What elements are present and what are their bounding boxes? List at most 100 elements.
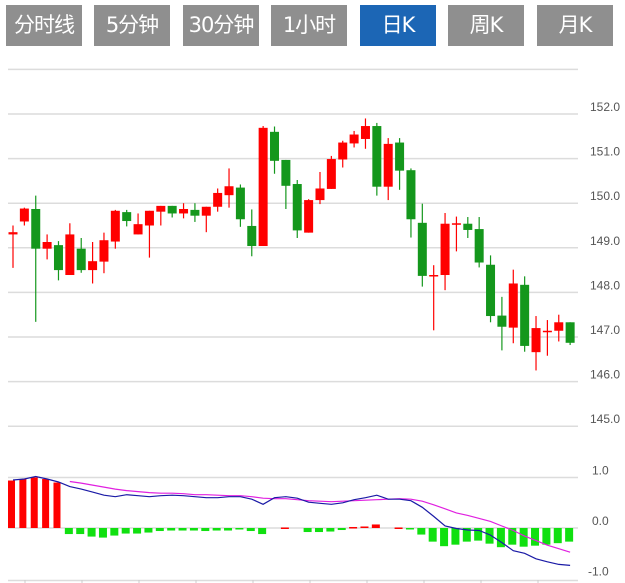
macd-histogram-bar xyxy=(496,528,505,548)
macd-histogram-bar xyxy=(212,528,221,531)
price-axis-label: 151.0 xyxy=(590,145,620,159)
dea-line xyxy=(69,480,571,553)
macd-histogram-bar xyxy=(360,526,369,528)
candle xyxy=(122,209,132,227)
macd-histogram-bar xyxy=(531,528,540,546)
candle xyxy=(53,241,63,281)
candle-body xyxy=(474,229,484,263)
candle xyxy=(167,205,177,218)
macd-histogram-bar xyxy=(178,528,187,531)
candle xyxy=(31,195,41,322)
macd-histogram-bar xyxy=(201,528,210,532)
candle xyxy=(383,138,393,201)
tab-6[interactable]: 月K xyxy=(537,5,613,46)
candle-body xyxy=(179,208,189,214)
macd-histogram-bar xyxy=(121,528,130,534)
macd-histogram-bar xyxy=(53,482,61,528)
candle xyxy=(247,209,257,257)
candle xyxy=(19,207,29,226)
macd-histogram-bar xyxy=(224,528,233,531)
price-axis-label: 145.0 xyxy=(590,412,620,426)
candle xyxy=(8,225,18,268)
tab-2[interactable]: 30分钟 xyxy=(183,5,259,46)
candle xyxy=(292,180,302,238)
macd-axis-label: -1.0 xyxy=(588,565,609,579)
candle-body xyxy=(304,200,314,233)
macd-histogram-bar xyxy=(349,526,358,529)
price-axis-label: 150.0 xyxy=(590,189,620,203)
macd-histogram-bar xyxy=(326,528,335,532)
tab-0[interactable]: 分时线 xyxy=(6,5,82,46)
candle-body xyxy=(110,210,120,242)
candle-body xyxy=(167,205,177,214)
tab-5[interactable]: 周K xyxy=(448,5,524,46)
macd-histogram-bar xyxy=(246,528,255,532)
candle-body xyxy=(31,208,41,249)
candle xyxy=(224,168,234,208)
dif-line xyxy=(12,475,571,566)
candle xyxy=(451,216,461,252)
candle-body xyxy=(201,206,211,216)
tab-4[interactable]: 日K xyxy=(360,5,436,46)
macd-histogram-bar xyxy=(98,528,107,538)
candle xyxy=(429,265,439,331)
macd-histogram-bar xyxy=(553,528,562,544)
macd-histogram-bar xyxy=(167,528,176,531)
macd-histogram-bar xyxy=(87,528,96,537)
candle-body xyxy=(508,283,518,328)
macd-histogram-bar xyxy=(394,527,403,529)
macd-histogram-bar xyxy=(314,528,323,533)
candle-body xyxy=(463,223,473,230)
macd-panel xyxy=(8,475,574,566)
macd-histogram-bar xyxy=(451,528,460,545)
candle-body xyxy=(247,225,257,247)
candle-body xyxy=(395,142,405,171)
candle xyxy=(349,130,359,148)
candle xyxy=(406,168,416,238)
candle-body xyxy=(451,223,461,225)
candle xyxy=(281,159,291,209)
candle-body xyxy=(99,240,109,262)
candle-body xyxy=(281,159,291,186)
candle-body xyxy=(565,322,575,343)
tab-1[interactable]: 5分钟 xyxy=(94,5,170,46)
macd-histogram-bar xyxy=(519,528,528,547)
candle-body xyxy=(133,224,143,235)
candle-body xyxy=(554,322,564,331)
macd-histogram-bar xyxy=(485,528,494,544)
candle-body xyxy=(349,134,359,144)
candle xyxy=(486,255,496,323)
macd-histogram-bar xyxy=(462,528,471,542)
macd-histogram-bar xyxy=(155,528,164,532)
candle xyxy=(201,206,211,233)
tab-3[interactable]: 1小时 xyxy=(271,5,347,46)
candle-body xyxy=(53,245,63,271)
candle xyxy=(99,232,109,274)
candle xyxy=(326,155,336,189)
macd-histogram-bar xyxy=(42,479,50,528)
candle-body xyxy=(270,131,280,161)
macd-histogram-bar xyxy=(280,527,289,529)
candle-body xyxy=(542,330,552,333)
candle xyxy=(76,237,86,273)
macd-histogram-bar xyxy=(337,528,346,531)
candle-body xyxy=(156,205,166,212)
macd-histogram-bar xyxy=(64,528,73,535)
candle-body xyxy=(190,209,200,216)
candle xyxy=(235,184,245,227)
macd-histogram-bar xyxy=(258,528,267,535)
candle-body xyxy=(383,143,393,187)
candle xyxy=(179,203,189,219)
macd-axis-label: 0.0 xyxy=(592,514,609,528)
candle xyxy=(338,140,348,168)
price-axis-label: 146.0 xyxy=(590,368,620,382)
candle-body xyxy=(497,315,507,327)
candle-body xyxy=(292,184,302,231)
candle xyxy=(65,223,75,276)
macd-histogram-bar xyxy=(76,528,85,535)
candle-body xyxy=(8,232,18,235)
macd-histogram-bar xyxy=(405,528,414,530)
candle-body xyxy=(531,328,541,353)
candle-body xyxy=(76,248,86,271)
